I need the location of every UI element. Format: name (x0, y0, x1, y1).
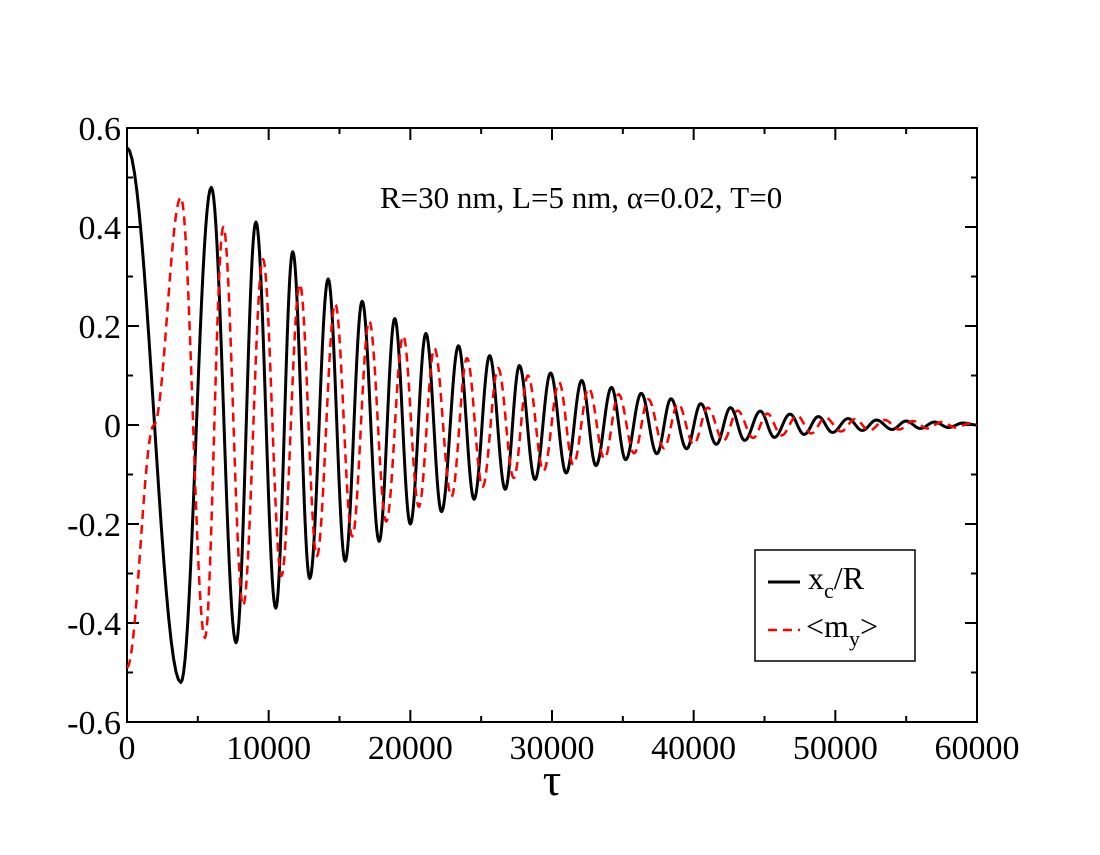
x-tick-label: 40000 (651, 730, 736, 767)
legend-label-xc: xc/R (808, 560, 865, 603)
chart-annotation: R=30 nm, L=5 nm, α=0.02, T=0 (380, 180, 782, 215)
legend: xc/R <my> (754, 549, 916, 662)
series-line-xc (125, 146, 978, 684)
legend-label-xc-sub: c (824, 578, 834, 603)
y-tick-label: -0.6 (67, 705, 121, 742)
y-tick-label: -0.4 (67, 606, 121, 643)
y-axis: 0.6 0.4 0.2 0 -0.2 -0.4 -0.6 (67, 111, 977, 742)
legend-label-my: <my> (806, 608, 878, 651)
y-tick-label: -0.2 (67, 507, 121, 544)
y-tick-label: 0.4 (79, 210, 122, 247)
series-layer (125, 146, 978, 684)
x-tick-label: 60000 (935, 730, 1020, 767)
y-tick-label: 0 (104, 408, 121, 445)
x-tick-label: 10000 (226, 730, 311, 767)
legend-label-xc-main: x (808, 560, 824, 596)
legend-label-my-tail: > (860, 608, 878, 644)
x-tick-label: 30000 (510, 730, 595, 767)
legend-label-my-sub: y (849, 626, 860, 651)
y-tick-label: 0.2 (79, 309, 122, 346)
series-line-my (126, 196, 978, 669)
x-axis: 0 10000 20000 30000 40000 50000 60000 (119, 128, 1020, 767)
legend-box (754, 549, 916, 662)
y-tick-label: 0.6 (79, 111, 122, 148)
legend-label-xc-tail: /R (834, 560, 865, 596)
legend-label-my-main: <m (806, 608, 849, 644)
x-tick-label: 20000 (368, 730, 453, 767)
x-tick-label: 50000 (793, 730, 878, 767)
x-axis-title: τ (543, 754, 562, 805)
x-tick-label: 0 (119, 730, 136, 767)
